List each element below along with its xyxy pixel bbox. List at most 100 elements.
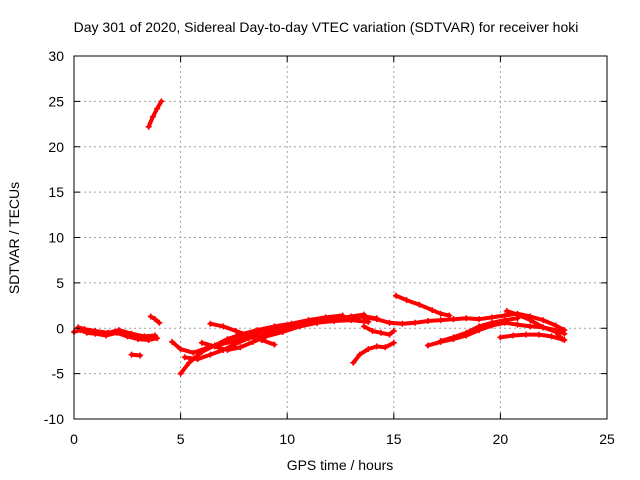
data-point [158, 98, 165, 105]
data-point [271, 341, 278, 348]
data-point [211, 343, 218, 350]
y-tick-label: -10 [44, 411, 64, 427]
data-point [233, 327, 240, 334]
data-point [207, 320, 214, 327]
data-point [412, 319, 419, 326]
data-point [296, 323, 303, 330]
data-point [207, 351, 214, 358]
data-point [152, 316, 159, 323]
data-point [177, 346, 184, 353]
data-point [463, 315, 470, 322]
data-point [386, 319, 393, 326]
data-point [156, 319, 163, 326]
data-point [540, 324, 547, 331]
y-axis-label: SDTVAR / TECUs [6, 182, 22, 294]
data-point [128, 330, 135, 337]
series-line [146, 99, 164, 129]
series-line [72, 328, 160, 342]
y-tick-label: 0 [56, 320, 64, 336]
data-point [224, 347, 231, 354]
data-point [262, 333, 269, 340]
data-point [350, 359, 357, 366]
data-point [561, 330, 568, 337]
series-s18 [437, 315, 521, 344]
series-line [351, 340, 396, 365]
y-tick-label: 25 [48, 93, 64, 109]
series-s14 [392, 292, 453, 319]
data-point [224, 336, 231, 343]
data-point [348, 313, 355, 320]
data-point [369, 327, 376, 334]
data-point [360, 314, 367, 321]
data-point [403, 297, 410, 304]
series-s11 [350, 339, 397, 366]
x-tick-label: 5 [177, 431, 185, 447]
data-point [548, 333, 555, 340]
data-point [514, 315, 521, 322]
data-point [497, 334, 504, 341]
data-point [141, 333, 148, 340]
y-tick-label: 10 [48, 230, 64, 246]
series-s4 [145, 98, 165, 130]
series-s13 [360, 310, 568, 334]
data-point [382, 344, 389, 351]
data-point [181, 354, 188, 361]
data-point [115, 327, 122, 334]
data-point [220, 323, 227, 330]
ticks [73, 55, 608, 420]
data-point [237, 344, 244, 351]
x-tick-label: 20 [493, 431, 509, 447]
data-point [75, 324, 82, 331]
grid [74, 56, 607, 419]
data-point [437, 310, 444, 317]
chart-title: Day 301 of 2020, Sidereal Day-to-day VTE… [74, 19, 579, 35]
data-point [392, 292, 399, 299]
y-tick-label: 30 [48, 48, 64, 64]
data-point [198, 348, 205, 355]
data-point [314, 319, 321, 326]
data-point [424, 342, 431, 349]
data-point [190, 349, 197, 356]
data-point [152, 332, 159, 339]
data-point [360, 323, 367, 330]
data-point [450, 316, 457, 323]
data-point [271, 323, 278, 330]
data-point [92, 327, 99, 334]
data-point [137, 352, 144, 359]
data-point [390, 327, 397, 334]
data-point [527, 317, 534, 324]
series-s12 [360, 323, 397, 338]
series-s17 [503, 308, 566, 343]
y-tick-labels: -10 -5 0 5 10 15 20 25 30 [44, 48, 64, 427]
data-point [476, 323, 483, 330]
series-s2 [75, 324, 159, 340]
data-point [437, 317, 444, 324]
x-tick-label: 25 [599, 431, 615, 447]
y-tick-label: 15 [48, 184, 64, 200]
data-point [540, 317, 547, 324]
data-point [128, 351, 135, 358]
x-tick-label: 0 [70, 431, 78, 447]
data-point [429, 307, 436, 314]
series-s3 [128, 351, 144, 359]
data-point [177, 370, 184, 377]
data-point [169, 338, 176, 345]
data-point [552, 328, 559, 335]
data-point [463, 329, 470, 336]
x-tick-label: 10 [279, 431, 295, 447]
data-point [198, 339, 205, 346]
data-point [424, 317, 431, 324]
data-point [365, 346, 372, 353]
data-point [446, 312, 453, 319]
data-point [81, 326, 88, 333]
data-point [514, 321, 521, 328]
data-point [331, 316, 338, 323]
data-point [356, 351, 363, 358]
data-series [71, 98, 568, 377]
data-point [305, 317, 312, 324]
data-point [279, 328, 286, 335]
data-point [233, 340, 240, 347]
data-point [390, 339, 397, 346]
series-s5 [147, 313, 163, 326]
data-point [105, 329, 112, 336]
